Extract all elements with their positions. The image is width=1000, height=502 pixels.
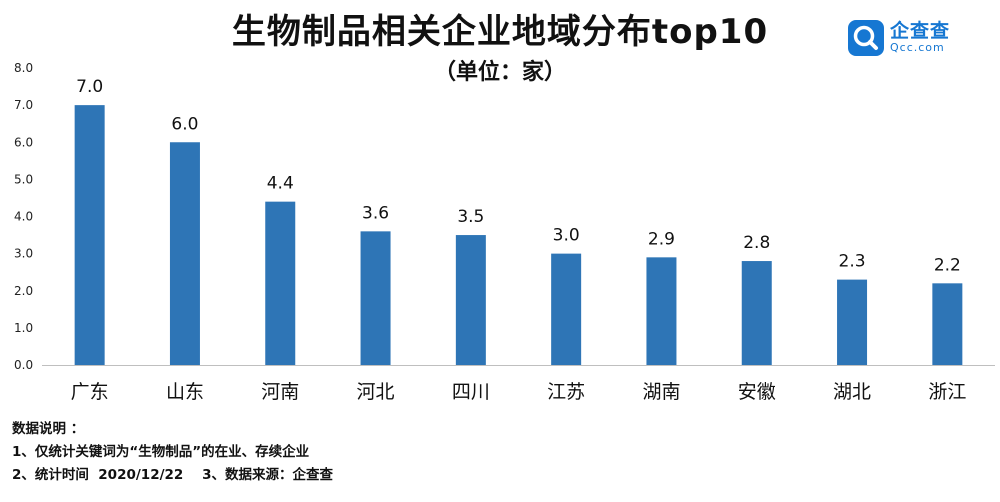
x-category-label: 湖南 bbox=[642, 381, 680, 403]
x-category-label: 湖北 bbox=[833, 381, 871, 403]
bar bbox=[265, 201, 296, 365]
y-tick-label: 4.0 bbox=[14, 210, 33, 224]
notes-heading: 数据说明 ： bbox=[12, 421, 85, 437]
bar-value-label: 2.8 bbox=[743, 233, 770, 253]
y-tick-label: 2.0 bbox=[14, 284, 33, 298]
bar bbox=[741, 261, 772, 365]
x-category-label: 广东 bbox=[71, 381, 109, 403]
bar bbox=[455, 235, 486, 365]
bar-value-label: 2.3 bbox=[839, 252, 866, 272]
bar bbox=[74, 105, 105, 365]
chart-subtitle: （单位：家） bbox=[433, 60, 566, 85]
bar-value-label: 2.2 bbox=[934, 255, 961, 275]
bar-value-label: 6.0 bbox=[171, 114, 198, 134]
data-notes: 数据说明 ： 1、仅统计关键词为“生物制品”的在业、存续企业 2、统计时间 20… bbox=[12, 418, 333, 487]
logo-name-en: Qcc.com bbox=[890, 41, 945, 54]
qcc-logo: 企查查 Qcc.com bbox=[848, 20, 968, 56]
bar bbox=[837, 279, 868, 365]
x-category-label: 安徽 bbox=[738, 381, 776, 403]
bar bbox=[551, 253, 582, 365]
y-tick-label: 6.0 bbox=[14, 135, 33, 149]
x-category-label: 江苏 bbox=[547, 381, 585, 403]
bar bbox=[360, 231, 391, 365]
logo-name-cn: 企查查 bbox=[890, 20, 951, 42]
y-tick-label: 7.0 bbox=[14, 98, 33, 112]
y-tick-label: 5.0 bbox=[14, 172, 33, 186]
bar bbox=[169, 142, 200, 365]
notes-line-2: 2、统计时间 2020/12/22 3、数据来源：企查查 bbox=[12, 467, 333, 483]
bar-value-label: 3.5 bbox=[457, 207, 484, 227]
y-tick-label: 8.0 bbox=[14, 61, 33, 75]
bar-value-label: 3.6 bbox=[362, 203, 389, 223]
y-tick-label: 3.0 bbox=[14, 247, 33, 261]
qcc-search-logo-icon bbox=[848, 20, 884, 56]
bar-value-label: 4.4 bbox=[267, 174, 294, 194]
x-category-label: 四川 bbox=[452, 381, 490, 403]
bar-value-label: 3.0 bbox=[553, 226, 580, 246]
x-category-label: 河南 bbox=[261, 381, 299, 403]
notes-line-1: 1、仅统计关键词为“生物制品”的在业、存续企业 bbox=[12, 444, 310, 460]
chart-title: 生物制品相关企业地域分布top10 bbox=[231, 12, 769, 52]
bar bbox=[932, 283, 963, 365]
bar-value-label: 2.9 bbox=[648, 229, 675, 249]
bar-value-label: 7.0 bbox=[76, 77, 103, 97]
y-tick-label: 0.0 bbox=[14, 358, 33, 372]
x-category-label: 山东 bbox=[166, 381, 204, 403]
bar bbox=[646, 257, 677, 365]
x-category-label: 河北 bbox=[357, 381, 395, 403]
y-tick-label: 1.0 bbox=[14, 321, 33, 335]
x-category-label: 浙江 bbox=[928, 381, 966, 403]
